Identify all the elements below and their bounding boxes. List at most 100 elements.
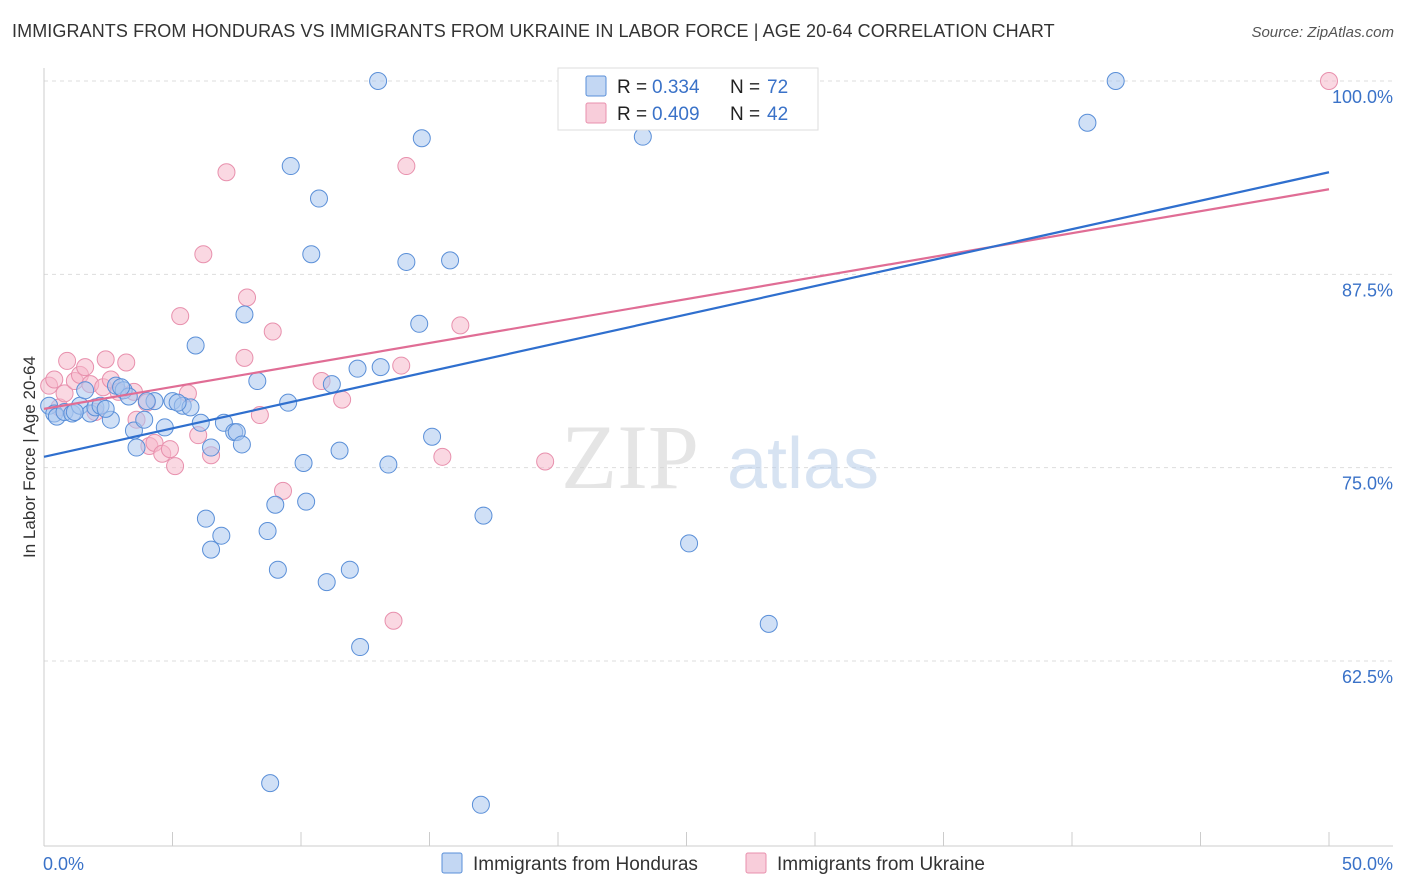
- honduras-point-56: [423, 427, 442, 446]
- honduras-point-58: [471, 795, 490, 814]
- honduras-point-53: [397, 252, 416, 271]
- honduras-point-52: [379, 455, 398, 474]
- ukraine-point-28: [217, 163, 236, 182]
- honduras-point-26: [202, 438, 221, 457]
- honduras-point-54: [410, 314, 429, 333]
- honduras-point-64: [759, 614, 778, 633]
- y-tick-label-3: 62.5%: [1342, 667, 1393, 687]
- legend-swatch-honduras: [441, 852, 463, 874]
- honduras-point-40: [294, 454, 313, 472]
- grid-layer: [44, 80, 1393, 662]
- honduras-point-70: [112, 378, 131, 397]
- ukraine-point-36: [384, 611, 403, 630]
- ukraine-point-4: [58, 351, 77, 370]
- honduras-point-47: [340, 560, 359, 579]
- ukraine-points: [40, 72, 1338, 630]
- honduras-point-59: [474, 506, 493, 525]
- ukraine-point-11: [96, 350, 115, 369]
- ukraine-point-42: [1320, 72, 1338, 90]
- honduras-point-6: [76, 381, 95, 400]
- honduras-point-34: [258, 522, 277, 541]
- honduras-point-67: [65, 402, 84, 421]
- honduras-point-57: [441, 251, 460, 270]
- stats-legend: R = 0.334 N = 72 R = 0.409 N = 42: [557, 67, 819, 131]
- ukraine-point-14: [117, 353, 136, 372]
- honduras-point-35: [261, 774, 280, 793]
- x-tick-label-0: 0.0%: [43, 854, 84, 874]
- stats-r-value-ukraine: 0.409: [652, 104, 700, 125]
- honduras-point-69: [96, 399, 115, 418]
- stats-n-label-honduras: N =: [730, 77, 760, 98]
- ukraine-trend-line: [43, 188, 1330, 410]
- honduras-point-49: [351, 638, 370, 657]
- honduras-point-27: [212, 526, 231, 545]
- honduras-point-33: [248, 372, 267, 391]
- ukraine-point-30: [238, 288, 257, 307]
- ukraine-point-39: [433, 447, 452, 466]
- ukraine-point-41: [536, 452, 555, 471]
- honduras-point-65: [1078, 113, 1097, 132]
- ukraine-point-38: [397, 157, 416, 176]
- ukraine-point-29: [235, 348, 254, 367]
- stats-n-value-honduras: 72: [767, 77, 788, 98]
- stats-r-label-honduras: R =: [617, 77, 647, 98]
- y-tick-label-0: 100.0%: [1332, 87, 1393, 107]
- honduras-point-22: [186, 336, 205, 355]
- honduras-point-16: [135, 410, 154, 429]
- axis-layer: [43, 68, 1393, 847]
- honduras-point-36: [266, 495, 285, 514]
- ukraine-point-26: [194, 245, 213, 264]
- chart-source: Source: ZipAtlas.com: [1251, 24, 1394, 41]
- honduras-point-60: [633, 127, 652, 146]
- honduras-point-43: [309, 189, 328, 208]
- ukraine-point-21: [160, 440, 179, 459]
- honduras-trend-line: [43, 171, 1330, 458]
- ukraine-point-40: [451, 316, 470, 335]
- legend-swatch-ukraine: [745, 852, 767, 874]
- honduras-point-25: [202, 540, 221, 559]
- honduras-point-18: [155, 418, 174, 437]
- chart-title: IMMIGRANTS FROM HONDURAS VS IMMIGRANTS F…: [12, 21, 1055, 41]
- ukraine-point-23: [171, 307, 190, 326]
- watermark-zip: ZIP: [561, 406, 699, 508]
- stats-swatch-ukraine: [585, 102, 607, 124]
- honduras-point-32: [235, 305, 254, 324]
- honduras-point-66: [1106, 72, 1125, 90]
- legend-label-honduras: Immigrants from Honduras: [473, 854, 698, 875]
- ukraine-point-35: [333, 390, 352, 409]
- ukraine-point-1: [45, 370, 64, 389]
- y-tick-label-2: 75.0%: [1342, 474, 1393, 494]
- series-legend: Immigrants from Honduras Immigrants from…: [441, 852, 985, 875]
- legend-label-ukraine: Immigrants from Ukraine: [777, 854, 985, 875]
- stats-r-label-ukraine: R =: [617, 104, 647, 125]
- stats-n-value-ukraine: 42: [767, 104, 788, 125]
- ukraine-point-37: [392, 356, 411, 375]
- stats-r-value-honduras: 0.334: [652, 77, 700, 98]
- honduras-point-51: [371, 358, 390, 377]
- honduras-point-55: [412, 129, 431, 148]
- ukraine-point-3: [55, 384, 74, 403]
- honduras-point-24: [196, 509, 215, 528]
- y-axis-label: In Labor Force | Age 20-64: [20, 356, 39, 558]
- honduras-point-37: [268, 560, 287, 579]
- stats-swatch-honduras: [585, 75, 607, 97]
- ukraine-point-7: [76, 358, 95, 377]
- ukraine-point-32: [263, 322, 282, 341]
- honduras-point-39: [281, 157, 300, 176]
- ukraine-point-33: [274, 481, 293, 500]
- honduras-point-71: [168, 393, 187, 412]
- ukraine-point-22: [166, 457, 185, 476]
- y-tick-label-1: 87.5%: [1342, 280, 1393, 300]
- honduras-point-31: [232, 435, 251, 454]
- trend-layer: [43, 171, 1330, 458]
- honduras-point-62: [680, 534, 699, 553]
- honduras-point-68: [137, 392, 156, 411]
- x-tick-label-1: 50.0%: [1342, 854, 1393, 874]
- honduras-point-41: [297, 492, 316, 511]
- stats-n-label-ukraine: N =: [730, 104, 760, 125]
- honduras-point-46: [330, 441, 349, 460]
- honduras-point-15: [127, 438, 146, 457]
- honduras-point-42: [302, 245, 321, 264]
- honduras-point-48: [348, 359, 367, 378]
